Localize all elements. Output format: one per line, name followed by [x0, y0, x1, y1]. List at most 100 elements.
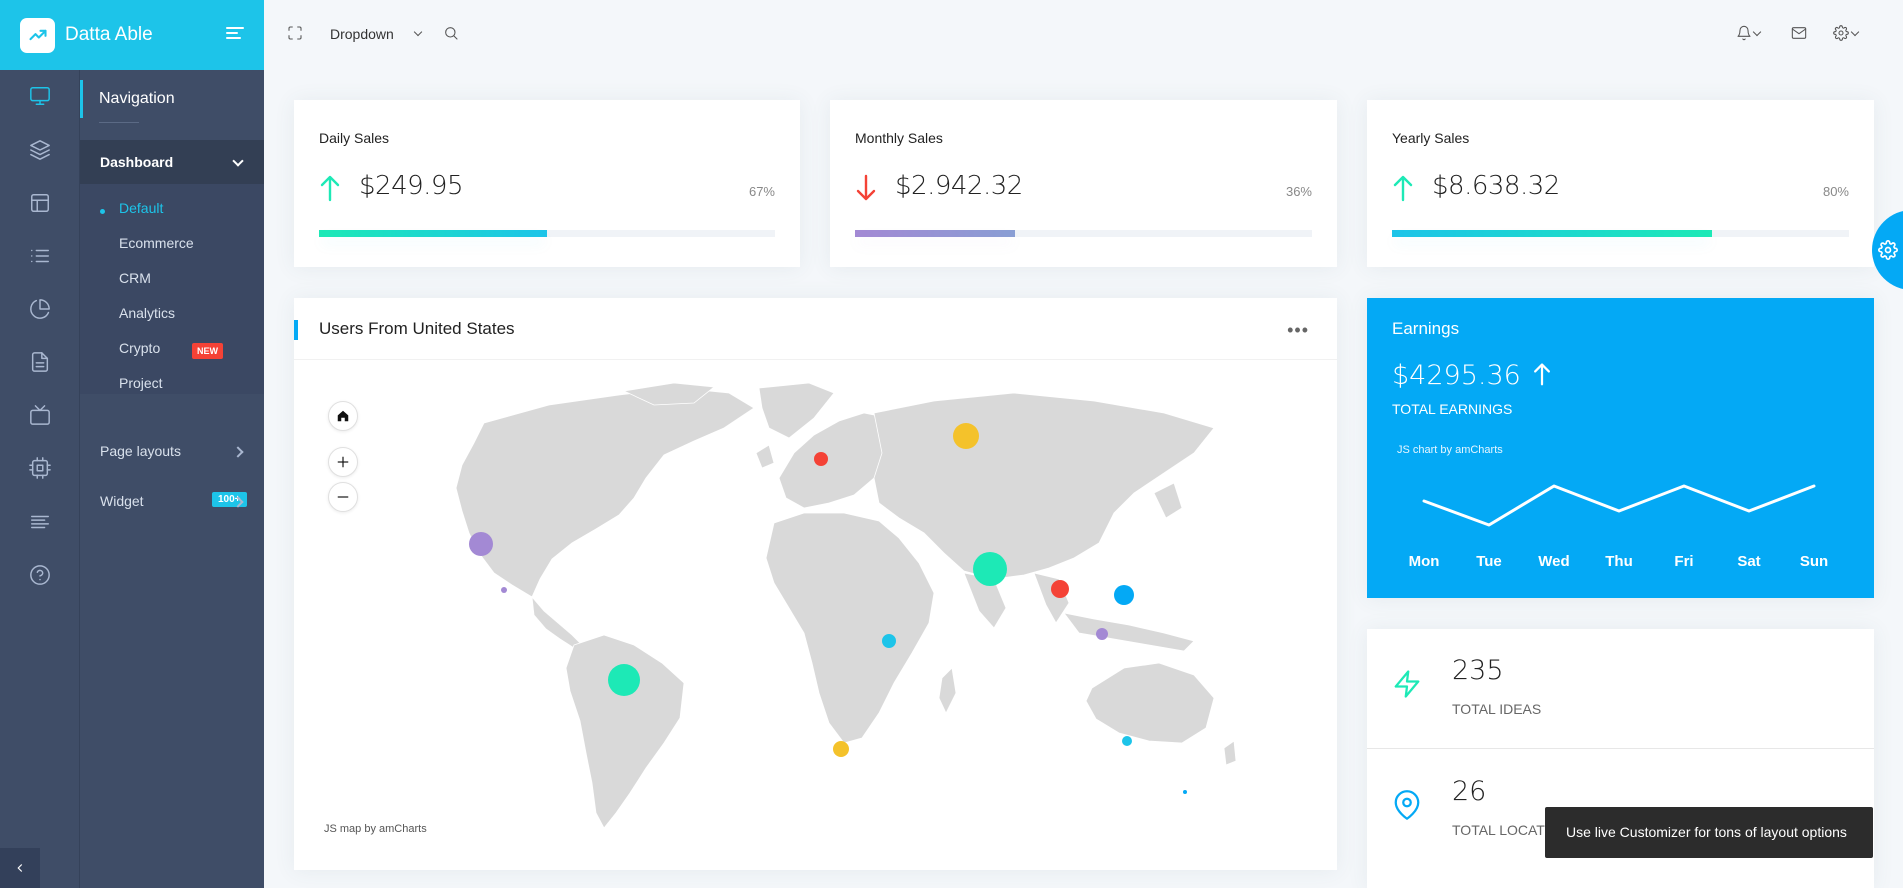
help-circle-icon[interactable] [0, 555, 80, 595]
collapse-sidebar-button[interactable] [0, 848, 40, 888]
map-marker[interactable] [953, 423, 979, 449]
map-marker[interactable] [1122, 736, 1132, 746]
earnings-card: Earnings $4295.36 TOTAL EARNINGS JS char… [1367, 298, 1874, 598]
map-credit[interactable]: JS map by amCharts [324, 823, 427, 835]
search-icon[interactable] [443, 25, 461, 43]
layers-icon[interactable] [0, 130, 80, 170]
map-marker[interactable] [1051, 580, 1069, 598]
stat-percent: 36% [1285, 184, 1312, 199]
map-marker[interactable] [973, 552, 1007, 586]
progress-fill [1392, 230, 1712, 237]
chevron-down-icon[interactable] [413, 27, 423, 37]
brand-logo[interactable] [20, 17, 55, 53]
day-label: Fri [1674, 553, 1694, 570]
world-map-landmass [455, 383, 1237, 829]
submenu-item-analytics[interactable]: Analytics [119, 305, 176, 321]
ideas-label: TOTAL IDEAS [1452, 701, 1542, 717]
day-label: Thu [1605, 553, 1633, 570]
arrow-up-icon [1393, 175, 1413, 202]
chart-credit[interactable]: JS chart by amCharts [1397, 444, 1503, 456]
daily-sales-card: Daily Sales $249.95 67% [294, 100, 800, 267]
world-map[interactable] [334, 383, 1314, 843]
layout-icon[interactable] [0, 183, 80, 223]
home-icon [337, 410, 349, 422]
cpu-icon[interactable] [0, 448, 80, 488]
map-pin-icon [1394, 790, 1420, 820]
list-icon[interactable] [0, 236, 80, 276]
topbar: Dropdown [264, 0, 1903, 70]
map-marker[interactable] [469, 532, 493, 556]
monthly-sales-card: Monthly Sales $2.942.32 36% [830, 100, 1337, 267]
mail-icon[interactable] [1791, 25, 1809, 43]
day-label: Tue [1476, 553, 1502, 570]
progress-bar [1392, 230, 1849, 237]
customizer-toggle[interactable] [1872, 210, 1903, 290]
home-button[interactable] [328, 401, 358, 431]
nav-item-page-layouts[interactable]: Page layouts [100, 443, 264, 463]
earnings-amount: $4295.36 [1392, 360, 1521, 391]
stat-value: $2.942.32 [895, 171, 1023, 201]
plus-icon [337, 456, 349, 468]
fullscreen-icon[interactable] [287, 25, 305, 43]
stat-title: Daily Sales [319, 130, 390, 146]
chevron-down-icon[interactable] [1752, 27, 1762, 37]
submenu-item-project[interactable]: Project [119, 375, 163, 391]
map-marker[interactable] [833, 741, 849, 757]
customizer-tooltip: Use live Customizer for tons of layout o… [1545, 807, 1873, 858]
stat-title: Yearly Sales [1392, 130, 1470, 146]
nav-panel: Navigation Dashboard Default Ecommerce C… [80, 70, 264, 888]
align-left-icon[interactable] [0, 502, 80, 542]
divider [99, 122, 139, 123]
stat-percent: 80% [1822, 184, 1849, 199]
zoom-out-button[interactable] [328, 482, 358, 512]
nav-group-label: Dashboard [100, 154, 174, 170]
stat-value: $249.95 [359, 171, 464, 201]
arrow-down-icon [856, 174, 876, 201]
yearly-sales-card: Yearly Sales $8.638.32 80% [1367, 100, 1874, 267]
submenu-item-ecommerce[interactable]: Ecommerce [119, 235, 194, 251]
nav-item-label: Page layouts [100, 443, 181, 459]
day-label: Wed [1538, 553, 1570, 570]
card-header: Users From United States ••• [294, 298, 1337, 360]
earnings-value: $4295.36 [1392, 360, 1551, 391]
submenu-item-default[interactable]: Default [119, 200, 164, 216]
pie-chart-icon[interactable] [0, 289, 80, 329]
progress-fill [855, 230, 1015, 237]
more-options-icon[interactable]: ••• [1287, 320, 1309, 340]
zoom-in-button[interactable] [328, 447, 358, 477]
progress-bar [855, 230, 1312, 237]
nav-group-dashboard[interactable]: Dashboard [80, 140, 264, 184]
brand-header: Datta Able [0, 0, 264, 70]
chevron-down-icon[interactable] [1850, 27, 1860, 37]
card-title: Earnings [1392, 319, 1460, 338]
new-badge: NEW [192, 343, 223, 359]
dropdown-menu[interactable]: Dropdown [330, 26, 394, 42]
nav-item-label: Widget [100, 493, 144, 509]
count-badge: 100+ [212, 492, 247, 507]
menu-toggle-icon[interactable] [226, 27, 244, 42]
monitor-icon[interactable] [0, 76, 80, 116]
stat-title: Monthly Sales [855, 130, 943, 146]
settings-icon[interactable] [1833, 25, 1851, 43]
nav-heading: Navigation [80, 80, 264, 118]
submenu-item-crypto[interactable]: Crypto [119, 340, 161, 356]
earnings-line-chart[interactable] [1367, 468, 1874, 548]
bell-icon[interactable] [1736, 25, 1754, 43]
submenu-item-crm[interactable]: CRM [119, 270, 151, 286]
map-marker[interactable] [1114, 585, 1134, 605]
day-label: Mon [1408, 553, 1440, 570]
chevron-right-icon [232, 446, 244, 458]
file-text-icon[interactable] [0, 342, 80, 382]
ideas-value: 235 [1452, 655, 1504, 686]
chevron-left-icon [17, 864, 23, 872]
map-marker[interactable] [608, 664, 640, 696]
map-marker[interactable] [882, 634, 896, 648]
map-marker[interactable] [501, 587, 507, 593]
map-marker[interactable] [1096, 628, 1108, 640]
map-marker[interactable] [814, 452, 828, 466]
map-marker[interactable] [1183, 790, 1187, 794]
tv-icon[interactable] [0, 395, 80, 435]
settings-icon [1878, 240, 1898, 260]
progress-fill [319, 230, 547, 237]
nav-item-widget[interactable]: Widget 100+ [100, 492, 264, 513]
